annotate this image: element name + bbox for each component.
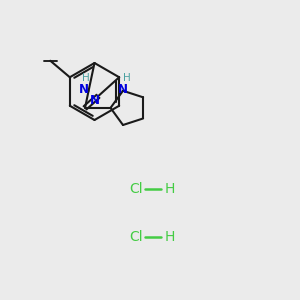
Text: N: N: [79, 83, 89, 96]
Text: Cl: Cl: [129, 182, 142, 196]
Text: Cl: Cl: [129, 230, 142, 244]
Text: N: N: [89, 94, 99, 107]
Text: H: H: [165, 230, 175, 244]
Text: H: H: [165, 182, 175, 196]
Text: N: N: [117, 83, 128, 96]
Text: H: H: [82, 73, 89, 83]
Text: H: H: [123, 73, 130, 83]
